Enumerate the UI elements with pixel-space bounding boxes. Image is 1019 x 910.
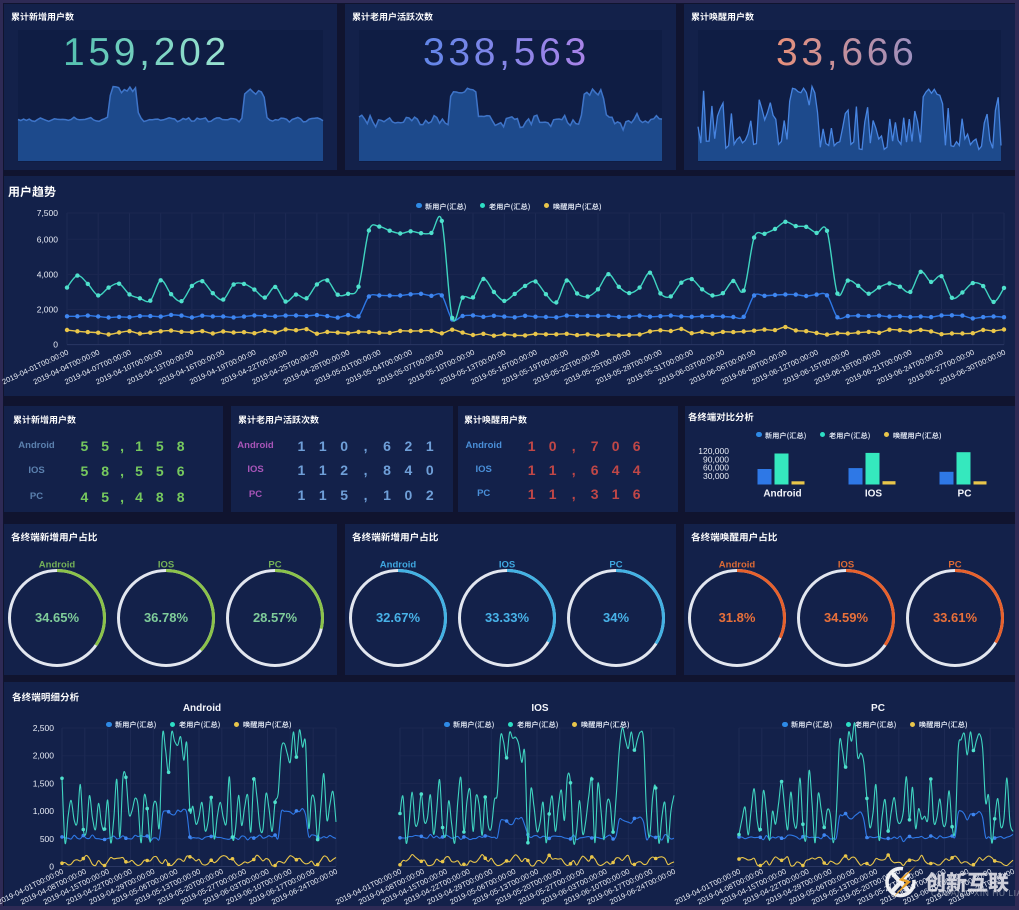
svg-text:1,500: 1,500 <box>33 778 55 788</box>
svg-text:4,000: 4,000 <box>37 269 59 279</box>
svg-text:36.78%: 36.78% <box>144 610 189 625</box>
svg-text:6,000: 6,000 <box>37 234 59 244</box>
svg-text:32.67%: 32.67% <box>376 610 421 625</box>
svg-text:28.57%: 28.57% <box>253 610 298 625</box>
svg-text:34.65%: 34.65% <box>35 610 80 625</box>
svg-text:33.33%: 33.33% <box>485 610 530 625</box>
svg-text:33.61%: 33.61% <box>933 610 978 625</box>
svg-text:PC: PC <box>958 489 972 500</box>
svg-text:Android: Android <box>763 489 801 500</box>
svg-text:Android: Android <box>39 560 76 571</box>
svg-text:Android: Android <box>719 560 756 571</box>
svg-text:IOS: IOS <box>865 489 883 500</box>
svg-text:30,000: 30,000 <box>703 471 729 481</box>
svg-text:PC: PC <box>268 560 281 571</box>
svg-text:IOS: IOS <box>838 560 854 571</box>
svg-text:90,000: 90,000 <box>703 454 729 464</box>
svg-text:2,000: 2,000 <box>33 751 55 761</box>
svg-text:0: 0 <box>53 340 58 350</box>
svg-text:120,000: 120,000 <box>698 446 729 456</box>
svg-text:0: 0 <box>49 862 54 872</box>
svg-text:31.8%: 31.8% <box>719 610 756 625</box>
svg-text:7,500: 7,500 <box>37 208 59 218</box>
svg-text:IOS: IOS <box>158 560 174 571</box>
svg-text:PC: PC <box>948 560 961 571</box>
svg-text:1,000: 1,000 <box>33 806 55 816</box>
svg-text:60,000: 60,000 <box>703 463 729 473</box>
svg-text:34%: 34% <box>603 610 629 625</box>
svg-text:500: 500 <box>40 834 54 844</box>
svg-text:Android: Android <box>380 560 417 571</box>
svg-text:34.59%: 34.59% <box>824 610 869 625</box>
svg-text:PC: PC <box>609 560 622 571</box>
svg-text:IOS: IOS <box>499 560 515 571</box>
svg-text:2,000: 2,000 <box>37 305 59 315</box>
svg-text:2,500: 2,500 <box>33 723 55 733</box>
